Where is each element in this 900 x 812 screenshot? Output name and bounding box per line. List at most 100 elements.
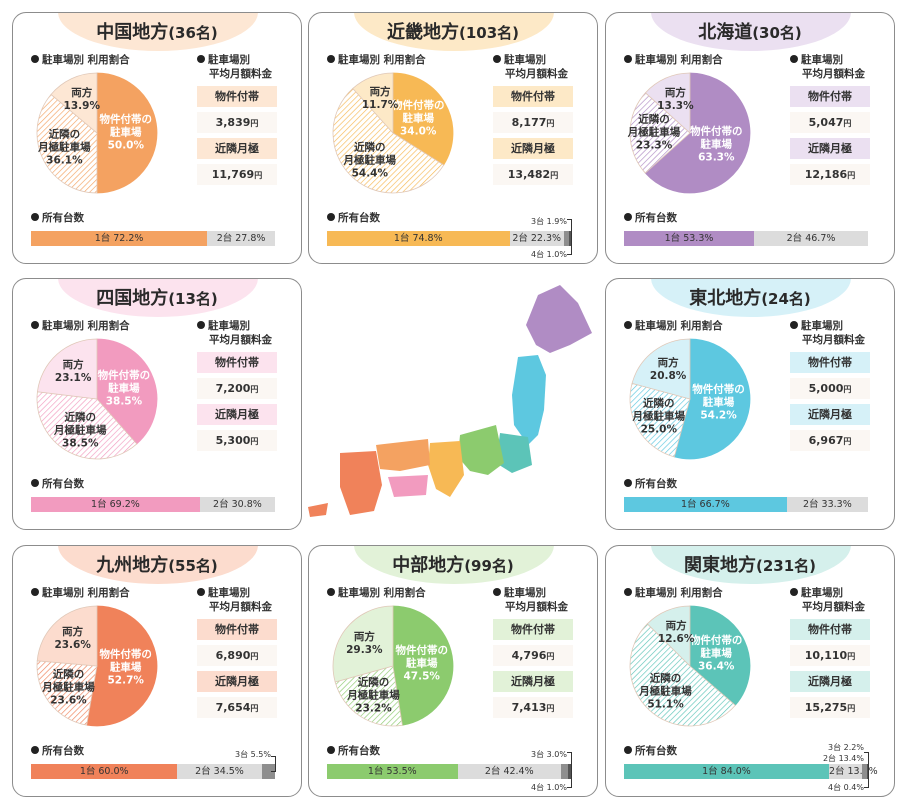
ownership-segment: 2台 46.7% <box>754 231 868 246</box>
fee-value-property: 4,796円 <box>493 645 573 666</box>
pie-slice <box>631 338 691 400</box>
ownership-segment: 2台 42.4% <box>457 764 561 779</box>
ownership-segment: 2台 30.8% <box>199 497 275 512</box>
pie-slice-label: 物件付帯の 駐車場 54.2% <box>692 383 745 422</box>
pie-slice <box>629 623 736 727</box>
region-name: 中部地方 <box>392 555 465 576</box>
fee-value-property: 3,839円 <box>197 112 277 133</box>
bullet-icon <box>197 321 205 329</box>
fee-value-property: 7,200円 <box>197 378 277 399</box>
region-count: (30名) <box>752 24 802 42</box>
fee-label-line2: 平均月額料金 <box>209 334 272 346</box>
owned-label: 所有台数 <box>31 211 84 225</box>
fee-value-nearby: 12,186円 <box>790 164 870 185</box>
fee-table: 物件付帯 6,890円 近隣月極 7,654円 <box>197 619 277 723</box>
pie-slice <box>332 605 394 683</box>
ownership-bar: 1台 66.7% 2台 33.3% <box>624 497 868 512</box>
usage-label: 駐車場別 利用割合 <box>624 319 723 333</box>
fee-header-property: 物件付帯 <box>493 619 573 640</box>
bullet-icon <box>31 321 39 329</box>
ownership-segment: 2台 22.3% <box>509 231 564 246</box>
owned-label: 所有台数 <box>624 477 677 491</box>
pie-slice-label: 物件付帯の 駐車場 63.3% <box>690 125 743 164</box>
bullet-icon <box>197 588 205 596</box>
ownership-segment: 1台 84.0% <box>624 764 829 779</box>
ownership-segment <box>568 231 571 246</box>
region-card: 中部地方(99名) 駐車場別 利用割合 駐車場別 平均月額料金 所有台数 物件付帯の 駐車… <box>308 545 598 797</box>
ownership-segment: 1台 72.2% <box>31 231 208 246</box>
fee-label-line2: 平均月額料金 <box>802 601 865 613</box>
bullet-icon <box>197 55 205 63</box>
ownership-annotation: 4台 1.0% <box>531 250 567 259</box>
region-title: 関東地方(231名) <box>606 551 894 577</box>
usage-label: 駐車場別 利用割合 <box>31 319 130 333</box>
fee-value-property: 5,000円 <box>790 378 870 399</box>
bullet-icon <box>624 321 632 329</box>
fee-value-nearby: 7,413円 <box>493 697 573 718</box>
fee-label: 駐車場別 <box>197 319 250 333</box>
bullet-icon <box>790 321 798 329</box>
region-name: 東北地方 <box>689 288 762 309</box>
pie-slice-label: 近隣の 月極駐車場 25.0% <box>632 397 686 436</box>
bullet-icon <box>624 213 632 221</box>
bullet-icon <box>624 746 632 754</box>
pie-slice <box>36 338 98 400</box>
ownership-bar: 1台 72.2% 2台 27.8% <box>31 231 275 246</box>
pie-slice-label: 両方 23.6% <box>54 626 91 652</box>
region-title: 東北地方(24名) <box>606 284 894 310</box>
ownership-segment <box>867 764 868 779</box>
fee-header-nearby: 近隣月極 <box>790 138 870 159</box>
fee-value-property: 5,047円 <box>790 112 870 133</box>
map-chugoku <box>376 439 430 471</box>
pie-slice <box>334 665 403 727</box>
annotation-bracket <box>271 756 276 772</box>
bullet-icon <box>790 588 798 596</box>
region-name: 北海道 <box>698 22 753 43</box>
fee-value-property: 10,110円 <box>790 645 870 666</box>
fee-value-property: 6,890円 <box>197 645 277 666</box>
ownership-annotation: 4台 0.4% <box>828 783 864 792</box>
usage-label: 駐車場別 利用割合 <box>624 586 723 600</box>
fee-table: 物件付帯 5,000円 近隣月極 6,967円 <box>790 352 870 456</box>
region-title: 北海道(30名) <box>606 18 894 44</box>
fee-value-nearby: 15,275円 <box>790 697 870 718</box>
region-card: 四国地方(13名) 駐車場別 利用割合 駐車場別 平均月額料金 所有台数 物件付帯の 駐車… <box>12 278 302 530</box>
region-name: 近畿地方 <box>386 22 459 43</box>
owned-label: 所有台数 <box>31 477 84 491</box>
fee-label: 駐車場別 <box>790 53 843 67</box>
fee-label: 駐車場別 <box>790 586 843 600</box>
fee-label-line2: 平均月額料金 <box>209 68 272 80</box>
fee-header-nearby: 近隣月極 <box>197 671 277 692</box>
fee-header-nearby: 近隣月極 <box>493 671 573 692</box>
ownership-segment <box>560 764 569 779</box>
bullet-icon <box>624 55 632 63</box>
fee-header-nearby: 近隣月極 <box>197 404 277 425</box>
ownership-segment: 1台 53.5% <box>327 764 458 779</box>
ownership-bar: 1台 74.8% 2台 22.3% <box>327 231 571 246</box>
pie-slice <box>86 605 158 727</box>
region-count: (36名) <box>168 24 218 42</box>
pie-slice <box>392 605 454 726</box>
owned-label: 所有台数 <box>327 744 380 758</box>
bullet-icon <box>493 588 501 596</box>
ownership-segment <box>568 764 571 779</box>
pie-slice-label: 物件付帯の 駐車場 34.0% <box>391 99 445 138</box>
pie-slice <box>36 660 98 726</box>
usage-label: 駐車場別 利用割合 <box>31 586 130 600</box>
fee-table: 物件付帯 8,177円 近隣月極 13,482円 <box>493 86 573 190</box>
ownership-annotation: 4台 1.0% <box>531 783 567 792</box>
ownership-segment: 1台 53.3% <box>624 231 755 246</box>
ownership-segment: 1台 74.8% <box>327 231 510 246</box>
ownership-annotation: 3台 3.0% <box>531 750 567 759</box>
pie-slice <box>50 72 98 134</box>
pie-slice <box>96 338 158 445</box>
ownership-segment: 1台 69.2% <box>31 497 200 512</box>
fee-header-nearby: 近隣月極 <box>197 138 277 159</box>
region-count: (99名) <box>464 557 514 575</box>
bullet-icon <box>327 213 335 221</box>
region-title: 四国地方(13名) <box>13 284 301 310</box>
bullet-icon <box>624 479 632 487</box>
pie-slice <box>36 605 98 667</box>
annotation-bracket <box>567 219 572 255</box>
usage-label: 駐車場別 利用割合 <box>624 53 723 67</box>
